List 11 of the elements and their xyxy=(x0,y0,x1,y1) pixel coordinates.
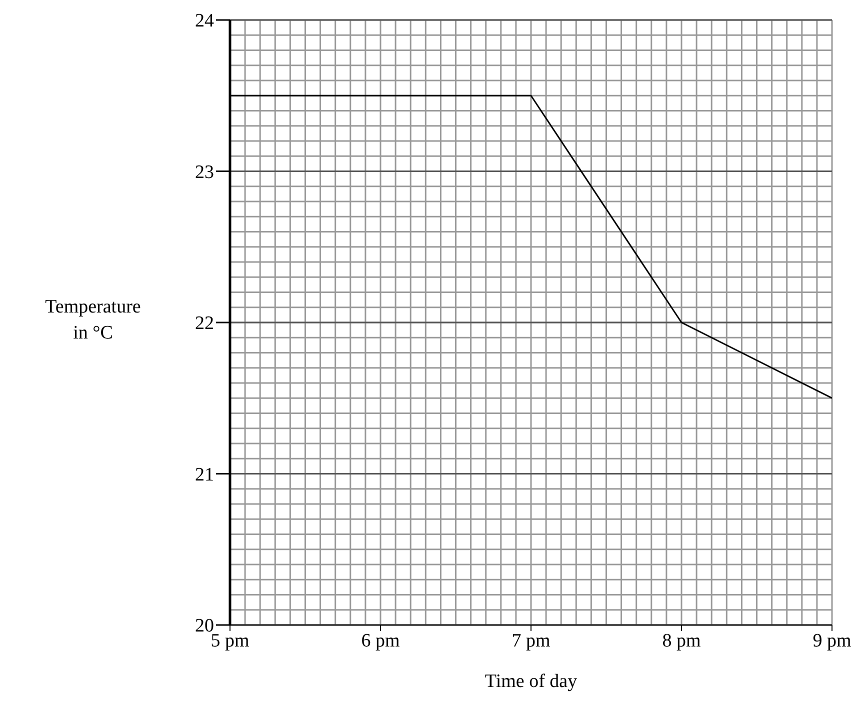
y-tick-label: 22 xyxy=(195,313,214,334)
y-tick-label: 23 xyxy=(195,162,214,183)
y-tick-label: 24 xyxy=(195,10,214,32)
y-tick-label: 21 xyxy=(195,464,214,486)
x-tick-label: 5 pm xyxy=(210,630,250,652)
x-tick-label: 7 pm xyxy=(512,630,550,652)
x-tick-label: 9 pm xyxy=(812,630,852,652)
x-tick-label: 8 pm xyxy=(662,630,701,652)
x-tick-label: 6 pm xyxy=(361,630,400,652)
y-axis-title: Temperature in °C xyxy=(45,296,141,344)
x-axis-title: Time of day xyxy=(484,671,578,692)
